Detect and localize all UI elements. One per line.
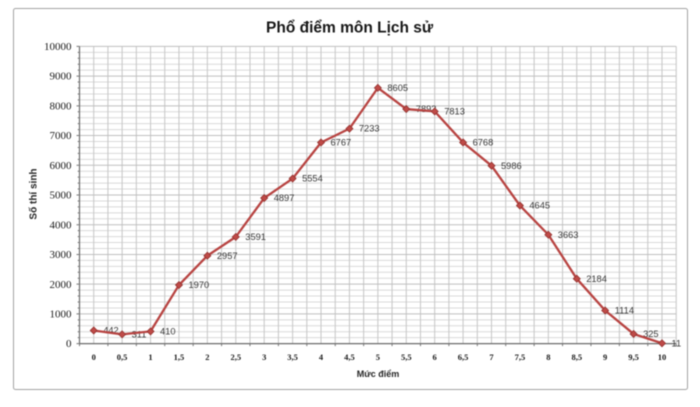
svg-text:8,5: 8,5: [571, 352, 582, 362]
svg-text:7892: 7892: [416, 104, 437, 114]
svg-text:1,5: 1,5: [174, 352, 185, 362]
svg-text:6: 6: [433, 352, 437, 362]
svg-text:1970: 1970: [189, 280, 210, 290]
svg-text:9: 9: [603, 352, 607, 362]
svg-text:6,5: 6,5: [458, 352, 469, 362]
svg-text:0: 0: [66, 338, 72, 350]
svg-text:5,5: 5,5: [401, 352, 412, 362]
svg-text:0: 0: [92, 352, 96, 362]
svg-text:1: 1: [148, 352, 152, 362]
svg-text:410: 410: [160, 327, 176, 337]
svg-text:3591: 3591: [245, 232, 266, 242]
svg-text:7233: 7233: [359, 124, 380, 134]
svg-text:2,5: 2,5: [230, 352, 241, 362]
svg-text:6768: 6768: [473, 138, 494, 148]
svg-text:1000: 1000: [50, 309, 73, 321]
svg-text:4000: 4000: [50, 219, 73, 231]
svg-text:8000: 8000: [50, 100, 73, 112]
svg-text:0,5: 0,5: [117, 352, 128, 362]
svg-text:7: 7: [489, 352, 494, 362]
svg-text:8605: 8605: [387, 83, 408, 93]
svg-text:5000: 5000: [50, 190, 73, 202]
svg-text:5: 5: [376, 352, 380, 362]
svg-text:Số thí sinh: Số thí sinh: [28, 168, 40, 219]
svg-text:3,5: 3,5: [287, 352, 298, 362]
svg-text:6767: 6767: [331, 138, 352, 148]
svg-text:11: 11: [672, 338, 682, 348]
svg-text:8: 8: [546, 352, 550, 362]
svg-text:10000: 10000: [44, 41, 72, 53]
svg-text:4645: 4645: [529, 201, 550, 211]
svg-text:1114: 1114: [615, 306, 634, 316]
svg-text:9,5: 9,5: [628, 352, 639, 362]
svg-text:2957: 2957: [217, 251, 238, 261]
svg-text:7000: 7000: [50, 130, 73, 142]
svg-text:4,5: 4,5: [344, 352, 355, 362]
svg-text:3000: 3000: [50, 249, 73, 261]
svg-text:311: 311: [132, 330, 147, 340]
svg-text:2184: 2184: [586, 274, 607, 284]
svg-text:442: 442: [103, 326, 119, 336]
svg-text:5986: 5986: [501, 161, 522, 171]
svg-text:3663: 3663: [558, 230, 579, 240]
svg-text:2000: 2000: [50, 279, 73, 291]
svg-text:Phổ điểm môn Lịch sử: Phổ điểm môn Lịch sử: [266, 19, 434, 36]
svg-text:2: 2: [205, 352, 209, 362]
svg-text:Mức điểm: Mức điểm: [357, 369, 400, 379]
svg-text:7813: 7813: [444, 107, 465, 117]
svg-text:7,5: 7,5: [515, 352, 526, 362]
svg-text:9000: 9000: [50, 71, 73, 83]
svg-text:4: 4: [319, 352, 324, 362]
svg-text:5554: 5554: [302, 174, 323, 184]
svg-text:4897: 4897: [274, 193, 295, 203]
svg-text:325: 325: [643, 329, 659, 339]
svg-text:10: 10: [658, 352, 667, 362]
svg-text:3: 3: [262, 352, 266, 362]
svg-text:6000: 6000: [50, 160, 73, 172]
